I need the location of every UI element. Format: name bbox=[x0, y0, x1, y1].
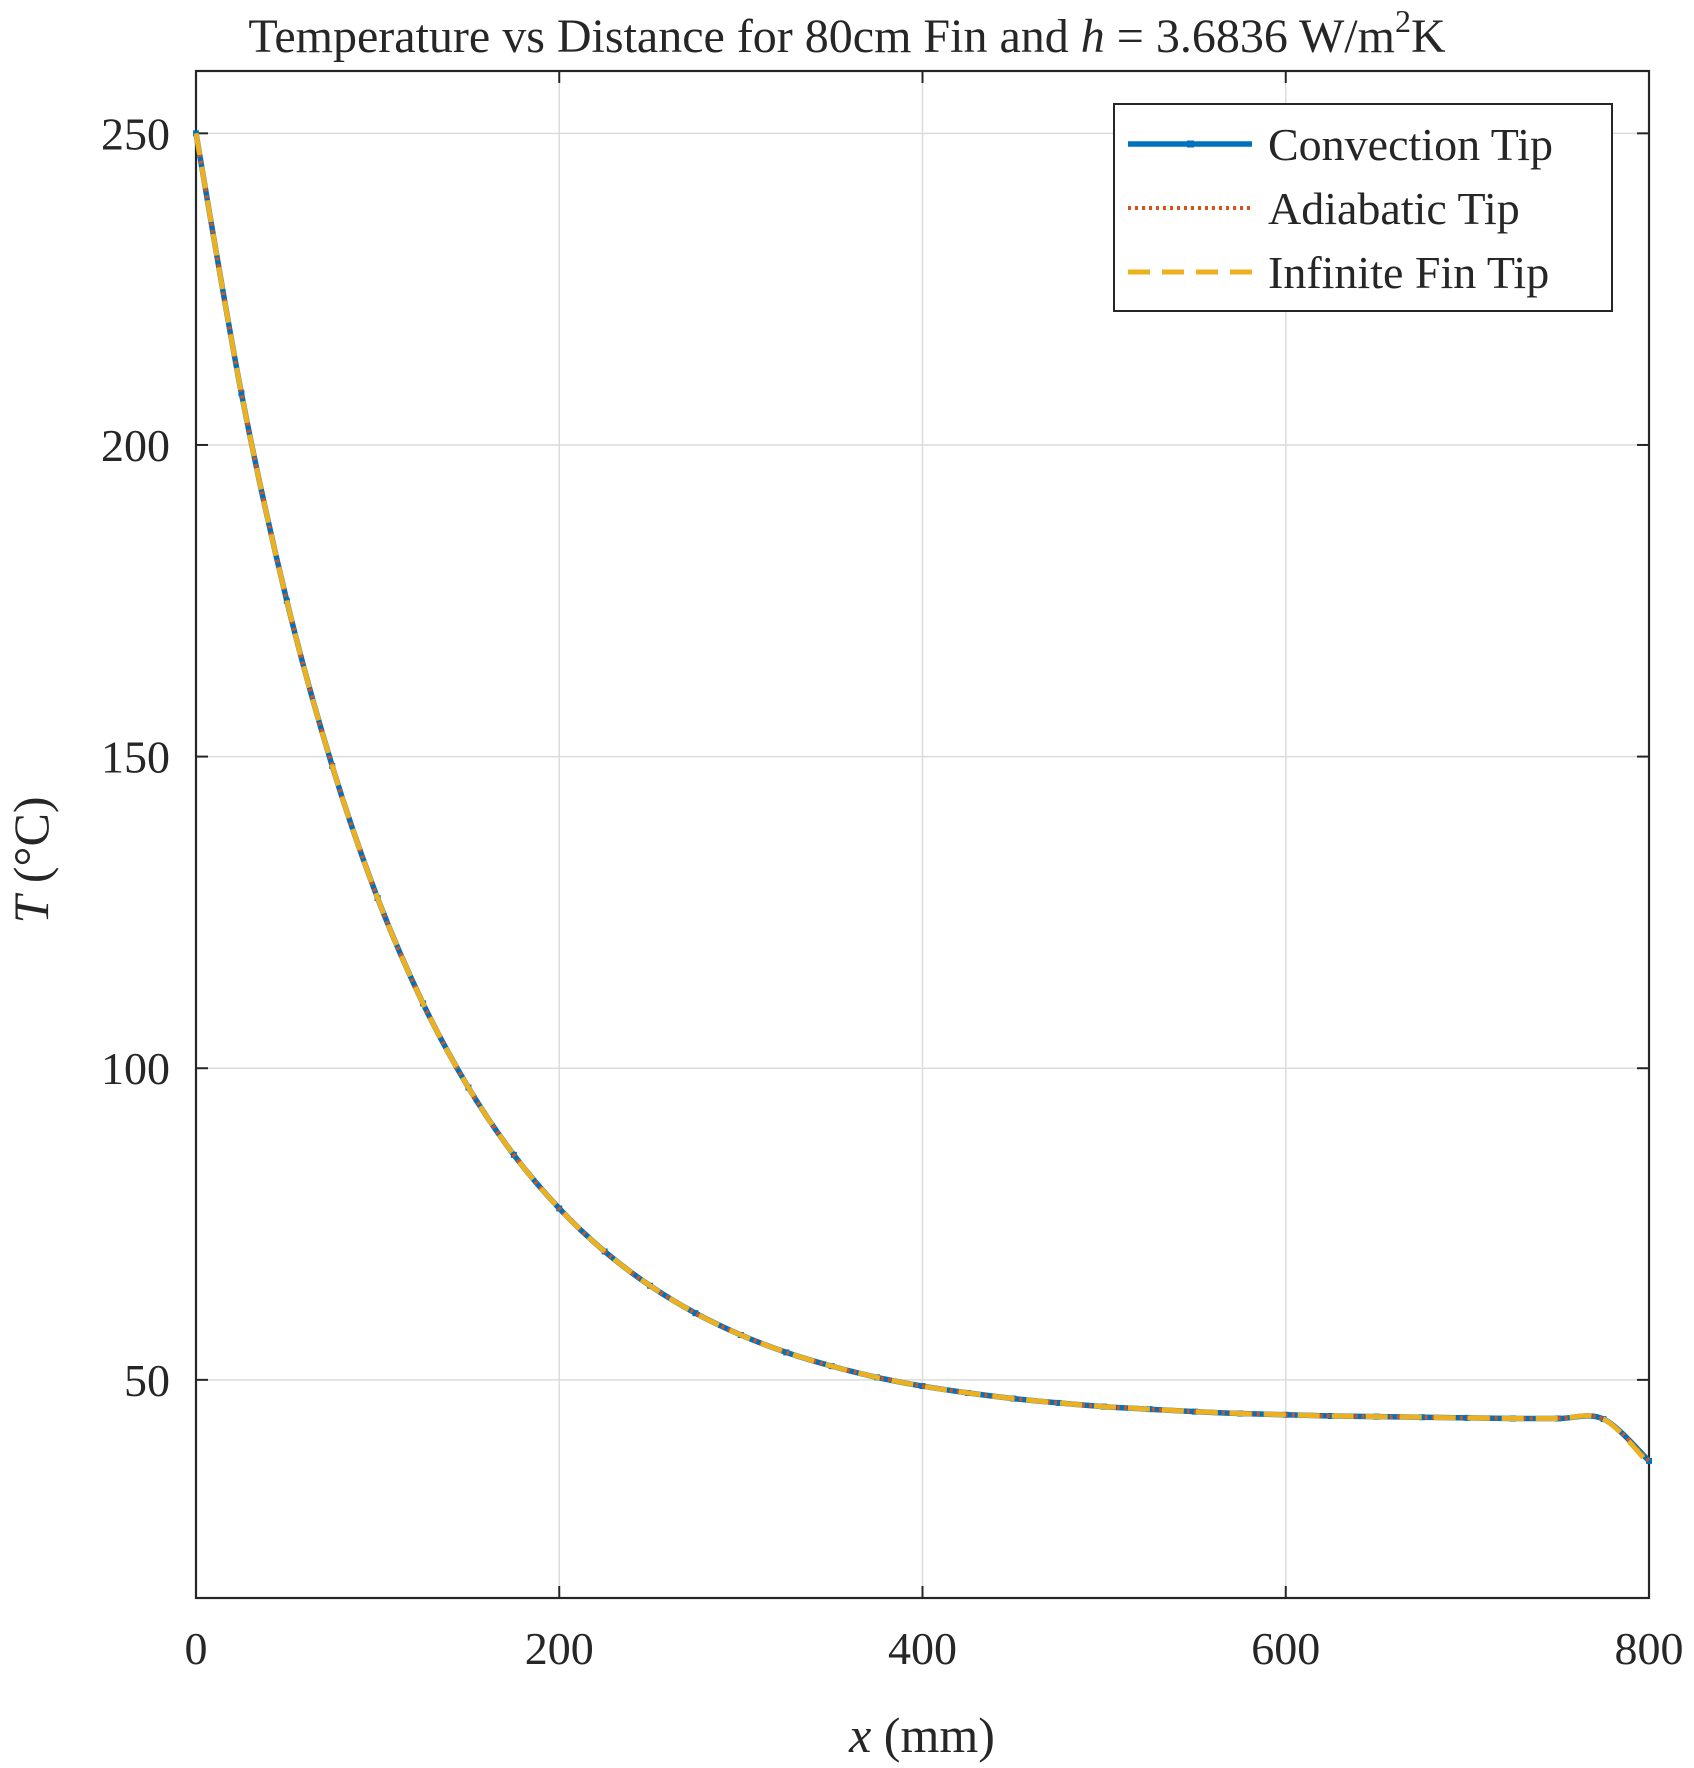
axis-ticks: 0 200 400 600 800 50 100 150 200 250 bbox=[101, 71, 1684, 1674]
legend-marker bbox=[1187, 140, 1194, 148]
series-1-point bbox=[692, 1310, 699, 1317]
legend-label-3: Infinite Fin Tip bbox=[1268, 247, 1549, 298]
x-tick-label: 800 bbox=[1615, 1623, 1684, 1674]
legend-box bbox=[1113, 103, 1613, 312]
x-tick-label: 0 bbox=[185, 1623, 208, 1674]
x-tick-label: 400 bbox=[888, 1623, 957, 1674]
series-1-point bbox=[783, 1349, 790, 1356]
series-1-point bbox=[1328, 1413, 1335, 1420]
series-1-point bbox=[238, 390, 245, 397]
y-tick-label: 250 bbox=[101, 108, 170, 159]
legend-label-2: Adiabatic Tip bbox=[1268, 183, 1520, 234]
y-axis-label: T (°C) bbox=[3, 797, 59, 924]
chart-title: Temperature vs Distance for 80cm Fin and… bbox=[248, 3, 1446, 63]
series-1-point bbox=[1055, 1399, 1062, 1406]
series-group bbox=[193, 130, 1652, 1466]
x-tick-label: 600 bbox=[1251, 1623, 1320, 1674]
y-tick-label: 100 bbox=[101, 1043, 170, 1094]
series-1-point bbox=[1418, 1414, 1425, 1421]
series-line-3 bbox=[193, 132, 1651, 1466]
y-tick-label: 200 bbox=[101, 420, 170, 471]
x-axis-label: x (mm) bbox=[848, 1707, 995, 1763]
x-tick-label: 200 bbox=[525, 1623, 594, 1674]
y-tick-label: 150 bbox=[101, 732, 170, 783]
series-1-point bbox=[1646, 1457, 1652, 1464]
legend-label-1: Convection Tip bbox=[1268, 119, 1553, 170]
grid bbox=[196, 71, 1649, 1598]
legend: Convection Tip Adiabatic Tip Infinite Fin … bbox=[1113, 103, 1613, 312]
y-tick-label: 50 bbox=[124, 1355, 170, 1406]
